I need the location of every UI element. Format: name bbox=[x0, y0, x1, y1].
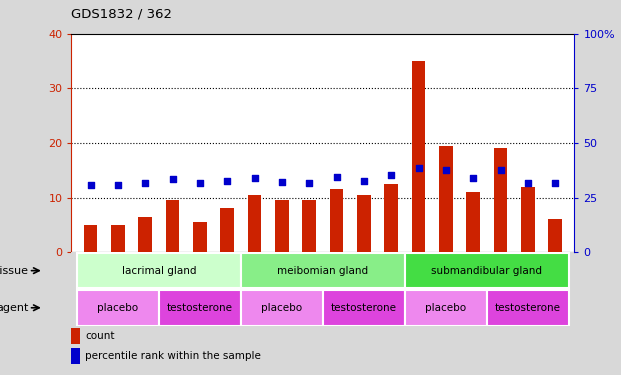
Point bbox=[222, 178, 232, 184]
Point bbox=[304, 180, 314, 186]
Bar bbox=[302, 200, 316, 252]
Bar bbox=[84, 225, 97, 252]
Point bbox=[113, 183, 123, 189]
Bar bbox=[166, 200, 179, 252]
Bar bbox=[77, 290, 159, 326]
Point bbox=[250, 175, 260, 181]
Text: GDS1832 / 362: GDS1832 / 362 bbox=[71, 8, 173, 21]
Bar bbox=[384, 184, 398, 252]
Point bbox=[414, 165, 424, 171]
Bar bbox=[439, 146, 453, 252]
Bar bbox=[323, 290, 405, 326]
Bar bbox=[405, 253, 569, 288]
Bar bbox=[159, 290, 241, 326]
Bar bbox=[412, 61, 425, 252]
Bar bbox=[241, 290, 323, 326]
Text: percentile rank within the sample: percentile rank within the sample bbox=[86, 351, 261, 361]
Bar bbox=[241, 253, 405, 288]
Bar bbox=[193, 222, 207, 252]
Point bbox=[550, 180, 560, 186]
Text: submandibular gland: submandibular gland bbox=[432, 266, 543, 276]
Point bbox=[523, 180, 533, 186]
Point bbox=[140, 180, 150, 186]
Bar bbox=[138, 217, 152, 252]
Point bbox=[496, 167, 505, 173]
Text: placebo: placebo bbox=[425, 303, 466, 313]
Point bbox=[195, 180, 205, 186]
Bar bbox=[111, 225, 125, 252]
Bar bbox=[71, 328, 81, 344]
Text: placebo: placebo bbox=[97, 303, 138, 313]
Bar bbox=[248, 195, 261, 252]
Bar bbox=[77, 253, 241, 288]
Point bbox=[332, 174, 342, 180]
Bar bbox=[275, 200, 289, 252]
Bar bbox=[71, 348, 81, 364]
Text: count: count bbox=[86, 331, 115, 341]
Bar bbox=[548, 219, 562, 252]
Bar bbox=[466, 192, 480, 252]
Bar bbox=[330, 189, 343, 252]
Point bbox=[168, 176, 178, 182]
Point bbox=[441, 167, 451, 173]
Text: testosterone: testosterone bbox=[495, 303, 561, 313]
Bar bbox=[494, 148, 507, 252]
Text: lacrimal gland: lacrimal gland bbox=[122, 266, 196, 276]
Bar bbox=[405, 290, 487, 326]
Text: tissue: tissue bbox=[0, 266, 29, 276]
Text: agent: agent bbox=[0, 303, 29, 313]
Text: placebo: placebo bbox=[261, 303, 302, 313]
Point bbox=[386, 172, 396, 178]
Bar bbox=[487, 290, 569, 326]
Point bbox=[86, 183, 96, 189]
Point bbox=[468, 175, 478, 181]
Text: testosterone: testosterone bbox=[331, 303, 397, 313]
Bar bbox=[357, 195, 371, 252]
Point bbox=[277, 179, 287, 185]
Point bbox=[359, 178, 369, 184]
Text: testosterone: testosterone bbox=[167, 303, 233, 313]
Bar bbox=[220, 209, 234, 252]
Bar bbox=[521, 187, 535, 252]
Text: meibomian gland: meibomian gland bbox=[278, 266, 368, 276]
